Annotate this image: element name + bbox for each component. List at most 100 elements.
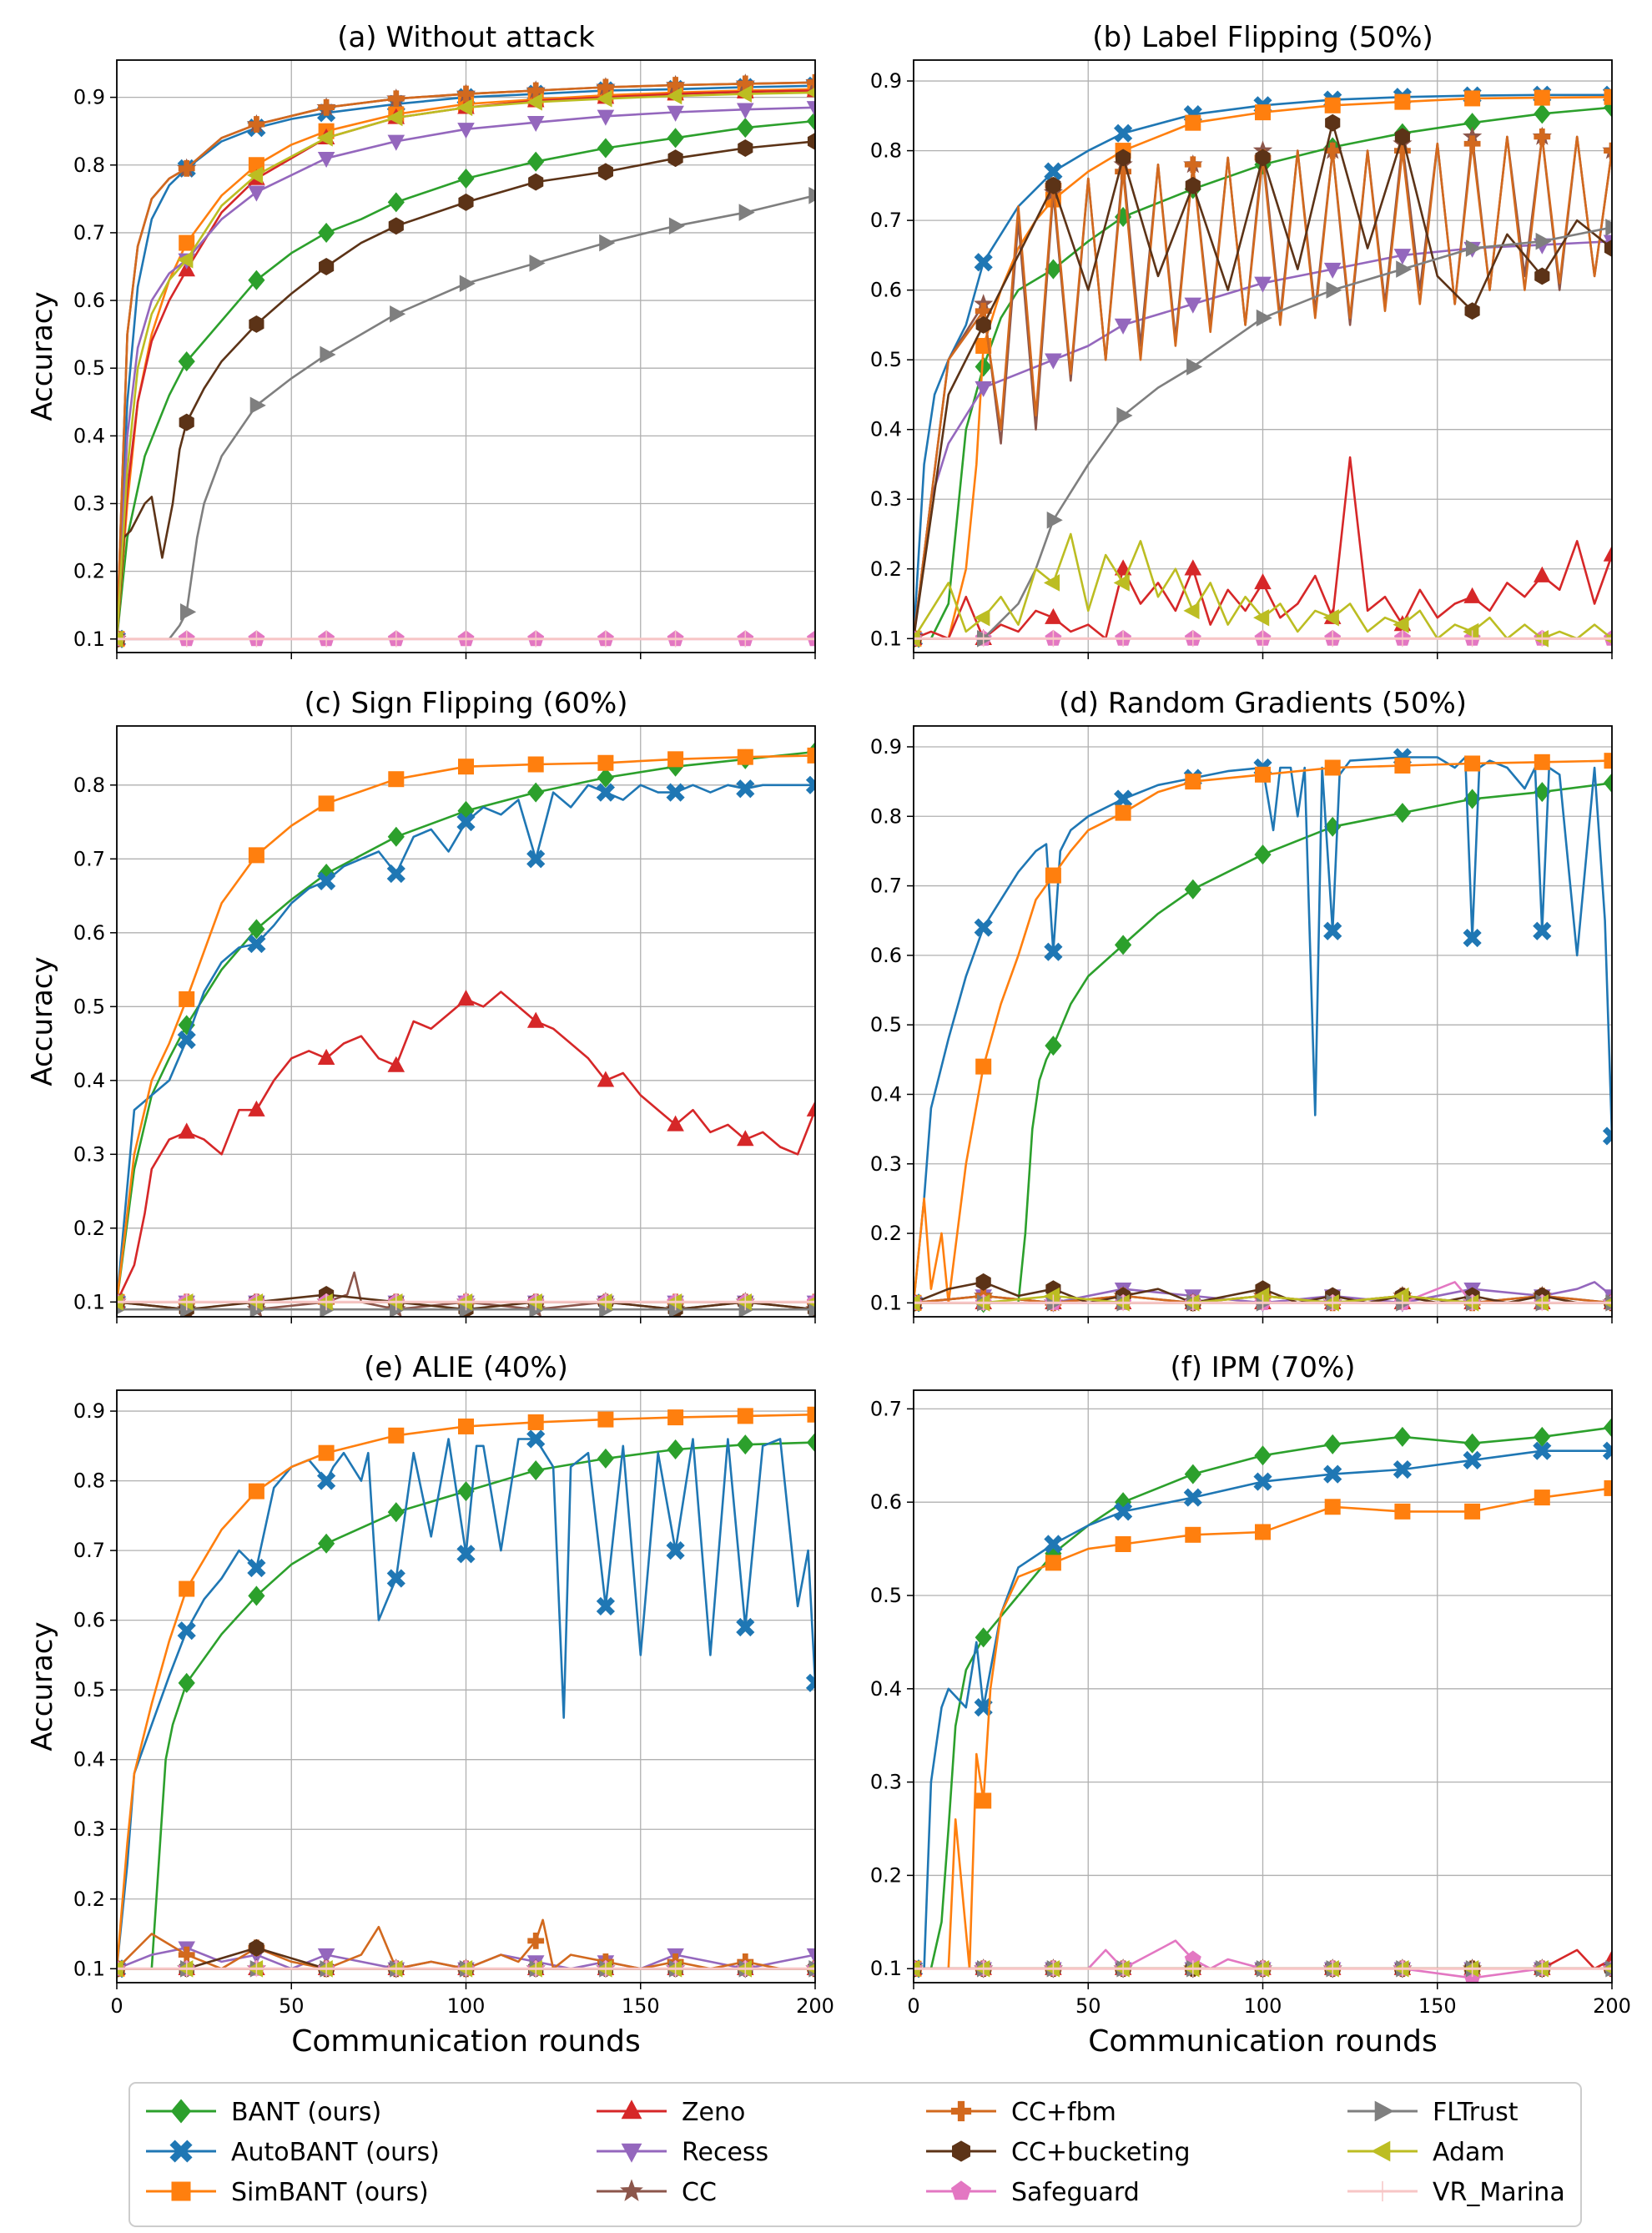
panel-1-series-fltrust-marker bbox=[180, 603, 197, 621]
panel-1-series-cc-fbm-marker bbox=[667, 77, 684, 93]
panel-5-series-recess-marker bbox=[317, 1948, 335, 1964]
panel-4-series-bant-ours-marker bbox=[1254, 844, 1272, 865]
panel-5-series-autobant-ours-marker bbox=[526, 1429, 546, 1449]
panel-2-series-cc-fbm-marker bbox=[1604, 142, 1612, 159]
panel-3-series-bant-ours-line bbox=[117, 750, 815, 1303]
panel-3-series-simbant-ours-line bbox=[117, 754, 815, 1303]
panel-1-series-cc-bucketing-marker bbox=[458, 193, 474, 211]
panel-2-series-cc-bucketing-marker bbox=[1255, 149, 1271, 167]
panel-6-series-bant-ours-line bbox=[914, 1426, 1612, 1970]
panel-5-series-autobant-ours-marker bbox=[736, 1617, 755, 1637]
legend-entry-cc-bucketing: CC+bucketing bbox=[926, 2138, 1191, 2167]
legend-label: CC+bucketing bbox=[1011, 2138, 1191, 2167]
panel-3-series-vr-marina-marker bbox=[667, 1293, 684, 1311]
panel-2-series-vr-marina-marker bbox=[1534, 630, 1551, 648]
panel-1-series-cc-bucketing-marker bbox=[597, 163, 613, 181]
panel-5-series-autobant-ours-marker bbox=[247, 1558, 266, 1578]
panel-2-series-simbant-ours-marker bbox=[1185, 114, 1201, 131]
panel-2-series-simbant-ours-marker bbox=[1534, 89, 1550, 106]
panel-2-series-recess-marker bbox=[975, 381, 992, 397]
panel-6-series-simbant-ours-marker bbox=[1464, 1503, 1481, 1520]
panel-6-series-autobant-ours-marker bbox=[1183, 1488, 1202, 1507]
panel-5-series-autobant-ours-marker bbox=[456, 1545, 476, 1564]
panel-3-series-zeno-marker bbox=[526, 1011, 545, 1028]
panel-4-title: (d) Random Gradients (50%) bbox=[1059, 687, 1467, 720]
panel-6-series-bant-ours bbox=[914, 1417, 1612, 1979]
y-tick-label: 0.6 bbox=[870, 944, 902, 967]
panel-1-series-recess-marker bbox=[597, 109, 615, 126]
panel-1-series-adam-marker bbox=[805, 87, 815, 98]
panel-3-series-vr-marina-marker bbox=[807, 1293, 815, 1311]
panel-3-series-zeno-marker bbox=[597, 1071, 615, 1087]
panel-5-series-vr-marina-marker bbox=[387, 1960, 405, 1978]
panel-2-series-adam-marker bbox=[1113, 574, 1130, 592]
y-tick-label: 0.2 bbox=[73, 1217, 105, 1240]
panel-6-series-autobant-ours-marker bbox=[1253, 1472, 1272, 1491]
panel-4-series-vr-marina-marker bbox=[975, 1294, 992, 1312]
legend-marker bbox=[1371, 2140, 1391, 2162]
legend-marker bbox=[950, 2100, 972, 2122]
y-tick-label: 0.8 bbox=[73, 1469, 105, 1493]
panel-2-series-cc-bucketing-marker bbox=[975, 315, 991, 334]
panel-1-series-adam-marker bbox=[177, 251, 194, 269]
panel-5-series-autobant-ours-marker bbox=[596, 1596, 615, 1616]
panel-1-y-label: Accuracy bbox=[26, 291, 59, 421]
panel-5-series-bant-ours-marker bbox=[597, 1448, 615, 1469]
panel-2-series-cc-bucketing-marker bbox=[1185, 176, 1201, 194]
y-tick-label: 0.5 bbox=[73, 356, 105, 380]
panel-2-series-bant-ours-marker bbox=[975, 356, 992, 377]
x-tick-label: 0 bbox=[907, 1994, 919, 2018]
panel-5-title: (e) ALIE (40%) bbox=[364, 1351, 568, 1384]
panel-1-series-adam-line bbox=[117, 91, 815, 639]
panel-6-series-bant-ours-marker bbox=[1393, 1426, 1412, 1447]
panel-1-series-recess-marker bbox=[248, 185, 265, 202]
legend-label: Adam bbox=[1433, 2138, 1505, 2167]
panel-2-series-recess-marker bbox=[1323, 262, 1342, 279]
panel-2-series-adam-marker bbox=[1463, 623, 1479, 641]
panel-2-series-fltrust-marker bbox=[1186, 358, 1203, 376]
y-tick-label: 0.4 bbox=[73, 1748, 105, 1772]
legend-entry-fltrust: FLTrust bbox=[1347, 2098, 1519, 2127]
legend-marker bbox=[621, 2099, 642, 2120]
panel-1-series-bant-ours bbox=[117, 111, 815, 649]
panel-2-series-simbant-ours-marker bbox=[1464, 90, 1481, 107]
panel-3-series-simbant-ours-marker bbox=[597, 754, 614, 771]
panel-4-series-vr-marina-marker bbox=[1184, 1294, 1201, 1312]
legend-entry-recess: Recess bbox=[597, 2138, 768, 2167]
panel-1-series-adam-marker bbox=[386, 108, 403, 127]
panel-3-series bbox=[117, 741, 815, 1317]
panel-4-series-vr-marina-marker bbox=[1604, 1294, 1612, 1312]
panel-2-x-axis bbox=[913, 653, 1613, 659]
panel-2: 0.1 0.2 0.3 0.4 0.5 0.6 0.7 0.8 0.9 (b) Label Fli… bbox=[870, 21, 1613, 659]
y-tick-label: 0.2 bbox=[870, 1222, 902, 1245]
panel-1-series-fltrust-marker bbox=[599, 234, 616, 252]
panel-5-series-vr-marina bbox=[117, 1960, 815, 1978]
panel-1-series-adam-marker bbox=[596, 89, 612, 108]
legend-marker bbox=[621, 2143, 642, 2163]
panel-2-y-axis: 0.1 0.2 0.3 0.4 0.5 0.6 0.7 0.8 0.9 bbox=[870, 69, 914, 650]
panel-3-title: (c) Sign Flipping (60%) bbox=[304, 687, 627, 720]
panel-2-series-autobant-ours-marker bbox=[1114, 123, 1133, 143]
panel-1-series-bant-ours-marker bbox=[737, 118, 754, 139]
panel-6-series-simbant-ours-marker bbox=[1185, 1526, 1201, 1543]
panel-4-series-bant-ours-marker bbox=[1184, 879, 1201, 900]
y-tick-label: 0.6 bbox=[73, 1609, 105, 1632]
panel-1-series-recess-marker bbox=[457, 123, 475, 139]
y-tick-label: 0.2 bbox=[73, 1888, 105, 1911]
panel-6-series-vr-marina-marker bbox=[1534, 1960, 1551, 1978]
x-tick-label: 50 bbox=[279, 1994, 305, 2018]
panel-1-series-recess bbox=[117, 101, 815, 649]
panel-4-y-axis: 0.1 0.2 0.3 0.4 0.5 0.6 0.7 0.8 0.9 bbox=[870, 735, 914, 1314]
panel-1-series-cc-fbm-marker bbox=[597, 78, 614, 96]
panel-2-series-simbant-ours-marker bbox=[1394, 93, 1411, 110]
panel-3-series-vr-marina-marker bbox=[737, 1293, 754, 1311]
panel-2-series-cc-bucketing-marker bbox=[1604, 239, 1612, 258]
panel-4-series-vr-marina-marker bbox=[1394, 1294, 1411, 1312]
panel-2-series-cc-bucketing-marker bbox=[1534, 267, 1550, 285]
y-tick-label: 0.1 bbox=[73, 1290, 105, 1313]
panel-3-series-vr-marina-marker bbox=[527, 1293, 545, 1311]
panel-6-series-simbant-ours-marker bbox=[1534, 1490, 1550, 1506]
panel-1-series-recess-marker bbox=[737, 103, 754, 119]
y-tick-label: 0.1 bbox=[73, 628, 105, 651]
panel-6-series-autobant-ours-marker bbox=[1533, 1441, 1552, 1460]
